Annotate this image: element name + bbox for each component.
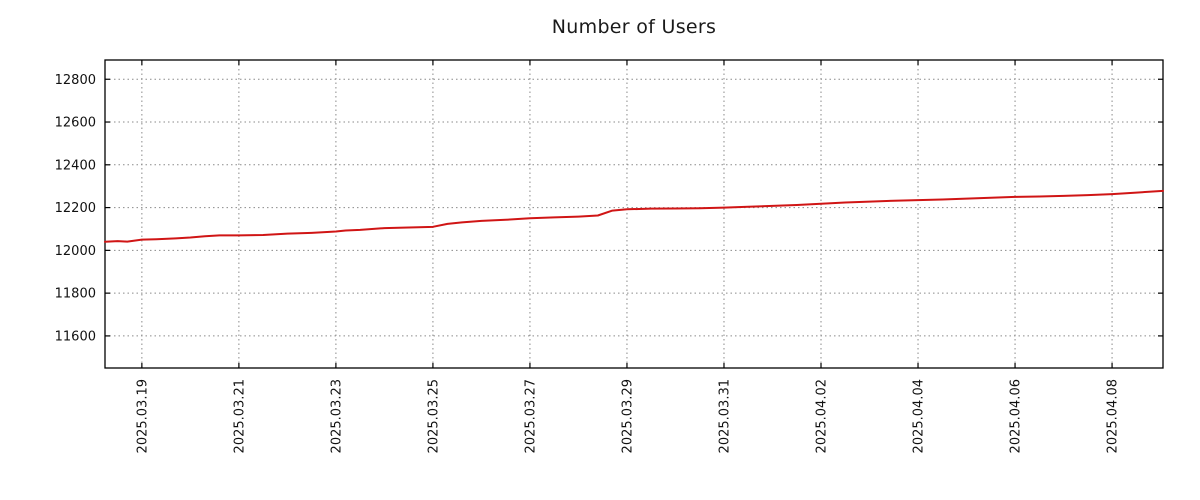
plot-border xyxy=(104,59,1164,369)
x-tick-label: 2025.04.08 xyxy=(1106,379,1121,453)
y-tick-label: 12600 xyxy=(55,116,96,131)
y-tick-label: 12000 xyxy=(55,244,96,259)
y-tick-label: 12400 xyxy=(55,158,96,173)
x-tick-label: 2025.03.21 xyxy=(232,379,247,453)
y-tick-label: 12200 xyxy=(55,201,96,216)
x-tick-label: 2025.04.06 xyxy=(1009,379,1024,453)
y-tick-label: 11800 xyxy=(55,287,96,302)
x-tick-label: 2025.03.19 xyxy=(135,379,150,453)
x-tick-label: 2025.04.04 xyxy=(912,379,927,453)
x-tick-label: 2025.03.27 xyxy=(523,379,538,453)
x-tick-label: 2025.03.31 xyxy=(717,379,732,453)
series-line-number-of-users xyxy=(104,189,1164,243)
x-tick-label: 2025.03.29 xyxy=(620,379,635,453)
y-tick-label: 11600 xyxy=(55,329,96,344)
chart-title: Number of Users xyxy=(551,16,717,38)
x-tick-label: 2025.04.02 xyxy=(815,379,830,453)
y-tick-label: 12800 xyxy=(55,73,96,88)
x-tick-label: 2025.03.23 xyxy=(329,379,344,453)
x-tick-label: 2025.03.25 xyxy=(426,379,441,453)
